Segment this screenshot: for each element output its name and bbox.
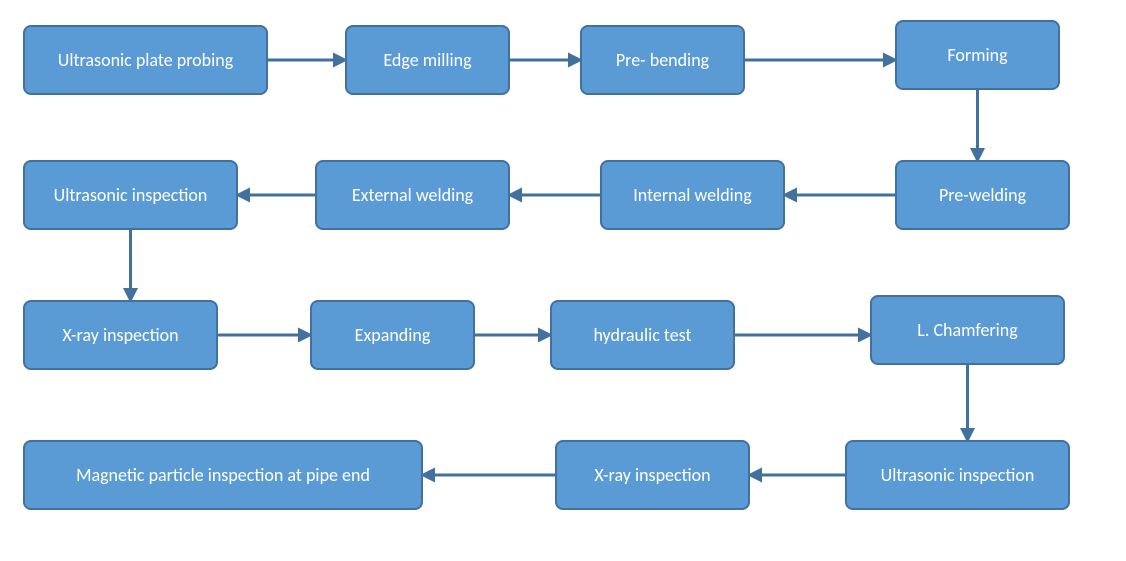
flowchart-node: Pre-welding (895, 160, 1070, 230)
flowchart-node-label: Forming (947, 44, 1007, 66)
flowchart-node: X-ray inspection (23, 300, 218, 370)
flowchart-node-label: Ultrasonic plate probing (58, 49, 233, 71)
flowchart-node: L. Chamfering (870, 295, 1065, 365)
flowchart-node: Ultrasonic plate probing (23, 25, 268, 95)
flowchart-node: hydraulic test (550, 300, 735, 370)
flowchart-node-label: Ultrasonic inspection (881, 464, 1035, 486)
flowchart-node: Magnetic particle inspection at pipe end (23, 440, 423, 510)
flowchart-node-label: X-ray inspection (594, 464, 710, 486)
flowchart-node-label: Expanding (355, 324, 431, 346)
edge-group (131, 60, 978, 475)
flowchart-node: Expanding (310, 300, 475, 370)
flowchart-canvas: Ultrasonic plate probing Edge milling Pre-… (0, 0, 1126, 561)
flowchart-node: Edge milling (345, 25, 510, 95)
flowchart-node: Internal welding (600, 160, 785, 230)
flowchart-node: Ultrasonic inspection (23, 160, 238, 230)
flowchart-node-label: L. Chamfering (917, 319, 1017, 341)
flowchart-node-label: Pre-welding (939, 184, 1026, 206)
flowchart-node-label: hydraulic test (593, 324, 691, 346)
flowchart-node-label: Pre- bending (616, 49, 709, 71)
flowchart-node-label: Magnetic particle inspection at pipe end (76, 464, 370, 486)
flowchart-node: X-ray inspection (555, 440, 750, 510)
flowchart-node-label: Ultrasonic inspection (54, 184, 208, 206)
flowchart-node: Ultrasonic inspection (845, 440, 1070, 510)
flowchart-node-label: Internal welding (633, 184, 752, 206)
flowchart-node-label: Edge milling (383, 49, 471, 71)
flowchart-node-label: X-ray inspection (62, 324, 178, 346)
flowchart-node: Forming (895, 20, 1060, 90)
flowchart-node: Pre- bending (580, 25, 745, 95)
flowchart-node-label: External welding (352, 184, 473, 206)
flowchart-node: External welding (315, 160, 510, 230)
